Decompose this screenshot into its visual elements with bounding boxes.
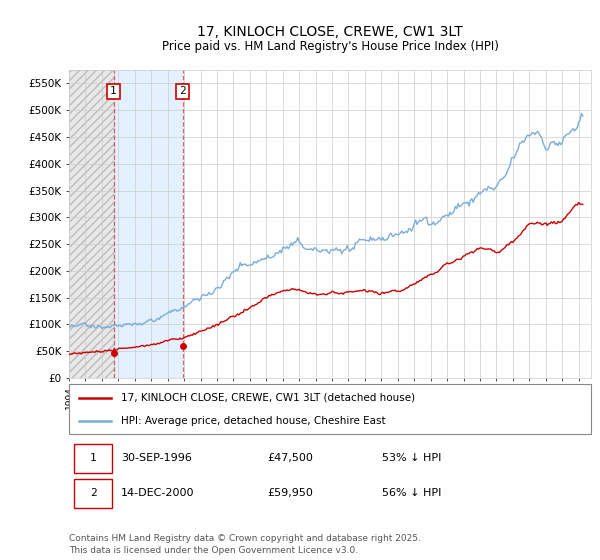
Text: 1: 1	[89, 453, 97, 463]
Text: 14-DEC-2000: 14-DEC-2000	[121, 488, 194, 498]
Text: 1: 1	[110, 86, 117, 96]
Text: 30-SEP-1996: 30-SEP-1996	[121, 453, 192, 463]
Text: £59,950: £59,950	[268, 488, 313, 498]
FancyBboxPatch shape	[74, 479, 112, 508]
Text: £47,500: £47,500	[268, 453, 313, 463]
Text: 17, KINLOCH CLOSE, CREWE, CW1 3LT: 17, KINLOCH CLOSE, CREWE, CW1 3LT	[197, 25, 463, 39]
Text: 53% ↓ HPI: 53% ↓ HPI	[382, 453, 442, 463]
FancyBboxPatch shape	[69, 384, 591, 434]
Bar	[69, 70, 114, 378]
Text: 2: 2	[179, 86, 186, 96]
Text: Contains HM Land Registry data © Crown copyright and database right 2025.
This d: Contains HM Land Registry data © Crown c…	[69, 534, 421, 555]
Text: 17, KINLOCH CLOSE, CREWE, CW1 3LT (detached house): 17, KINLOCH CLOSE, CREWE, CW1 3LT (detac…	[121, 393, 415, 403]
Text: 2: 2	[89, 488, 97, 498]
Text: HPI: Average price, detached house, Cheshire East: HPI: Average price, detached house, Ches…	[121, 417, 386, 426]
Text: 56% ↓ HPI: 56% ↓ HPI	[382, 488, 442, 498]
Text: Price paid vs. HM Land Registry's House Price Index (HPI): Price paid vs. HM Land Registry's House …	[161, 40, 499, 53]
FancyBboxPatch shape	[74, 444, 112, 473]
Bar	[114, 70, 183, 378]
